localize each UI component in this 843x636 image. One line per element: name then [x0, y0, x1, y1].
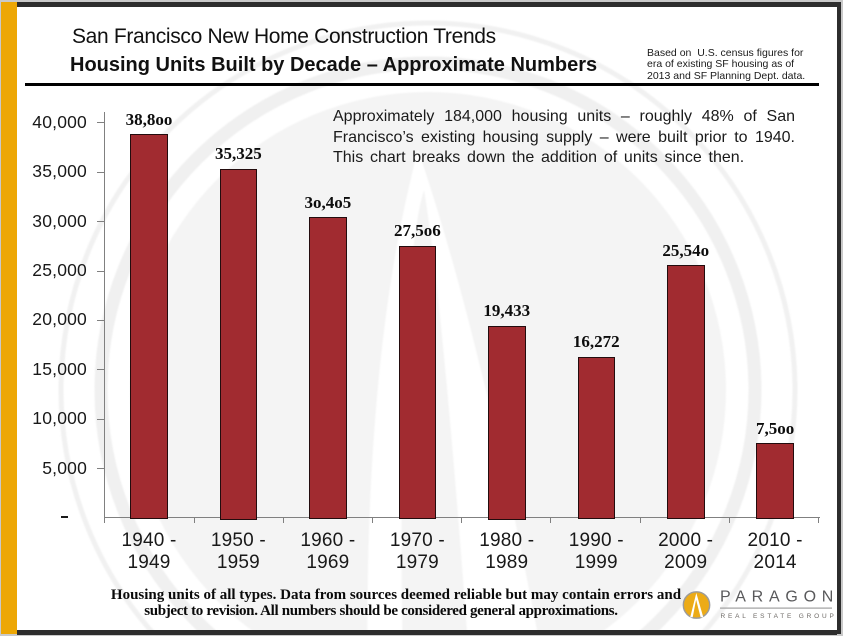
svg-text:PARAGON: PARAGON [720, 589, 839, 606]
svg-text:REAL ESTATE GROUP: REAL ESTATE GROUP [721, 613, 837, 620]
